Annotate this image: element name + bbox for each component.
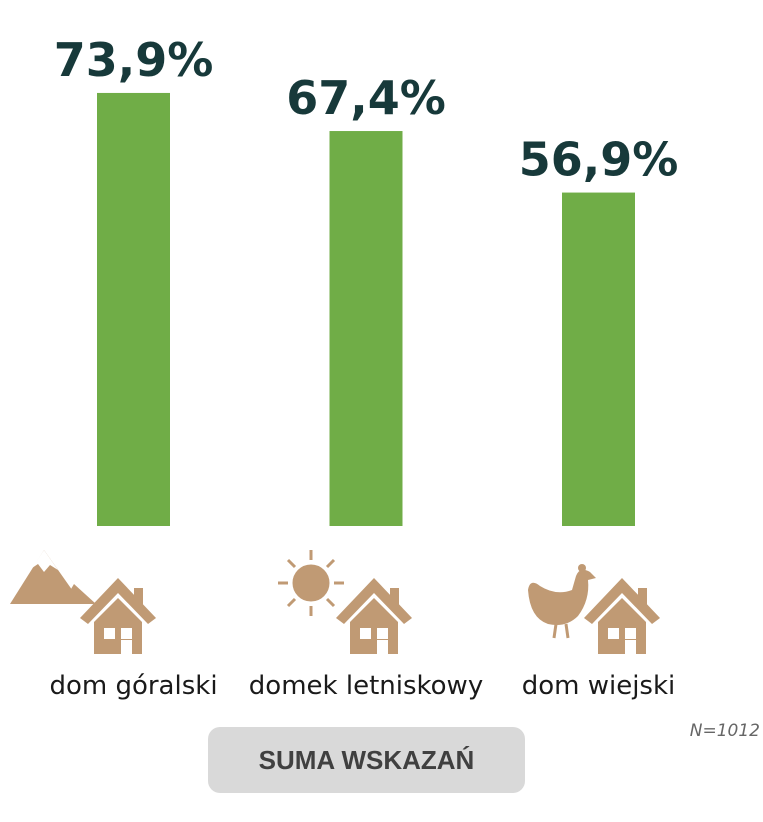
sample-note: N=1012 [690, 721, 760, 741]
button-label[interactable]: SUMA WSKAZAŃ [259, 745, 475, 775]
sun-house-icon [278, 550, 412, 654]
sum-button[interactable]: SUMA WSKAZAŃ [208, 727, 525, 793]
category-label: dom wiejski [522, 671, 676, 701]
hen-house-icon [528, 564, 660, 654]
value-label: 67,4% [286, 71, 446, 125]
bar [329, 131, 403, 526]
bar [562, 192, 635, 527]
button-background[interactable] [208, 727, 525, 793]
value-label: 73,9% [54, 33, 214, 87]
category-label: dom góralski [49, 671, 217, 701]
mountain-house-icon [10, 550, 156, 654]
value-label: 56,9% [519, 133, 679, 187]
bar [97, 92, 170, 527]
category-label: domek letniskowy [249, 671, 483, 701]
